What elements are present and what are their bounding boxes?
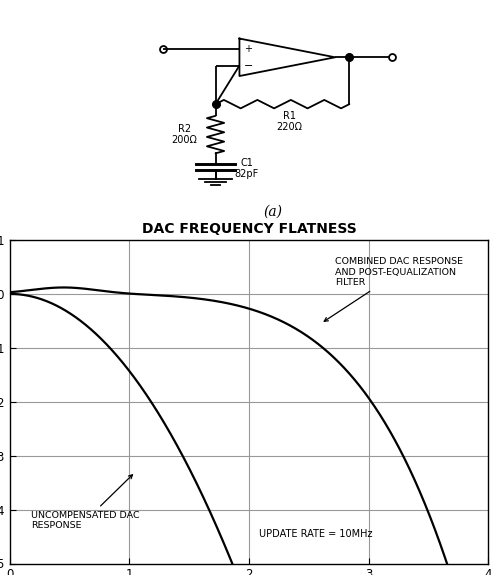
Text: R1
220Ω: R1 220Ω	[276, 111, 303, 132]
Text: +: +	[244, 44, 252, 54]
Text: (a): (a)	[263, 205, 282, 219]
Text: COMBINED DAC RESPONSE
AND POST-EQUALIZATION
FILTER: COMBINED DAC RESPONSE AND POST-EQUALIZAT…	[324, 257, 463, 321]
Text: UNCOMPENSATED DAC
RESPONSE: UNCOMPENSATED DAC RESPONSE	[31, 475, 140, 530]
Title: DAC FREQUENCY FLATNESS: DAC FREQUENCY FLATNESS	[141, 222, 357, 236]
Text: UPDATE RATE = 10MHz: UPDATE RATE = 10MHz	[258, 529, 372, 539]
Text: C1
82pF: C1 82pF	[235, 158, 259, 179]
Text: −: −	[244, 60, 252, 71]
Text: R2
200Ω: R2 200Ω	[171, 124, 197, 145]
